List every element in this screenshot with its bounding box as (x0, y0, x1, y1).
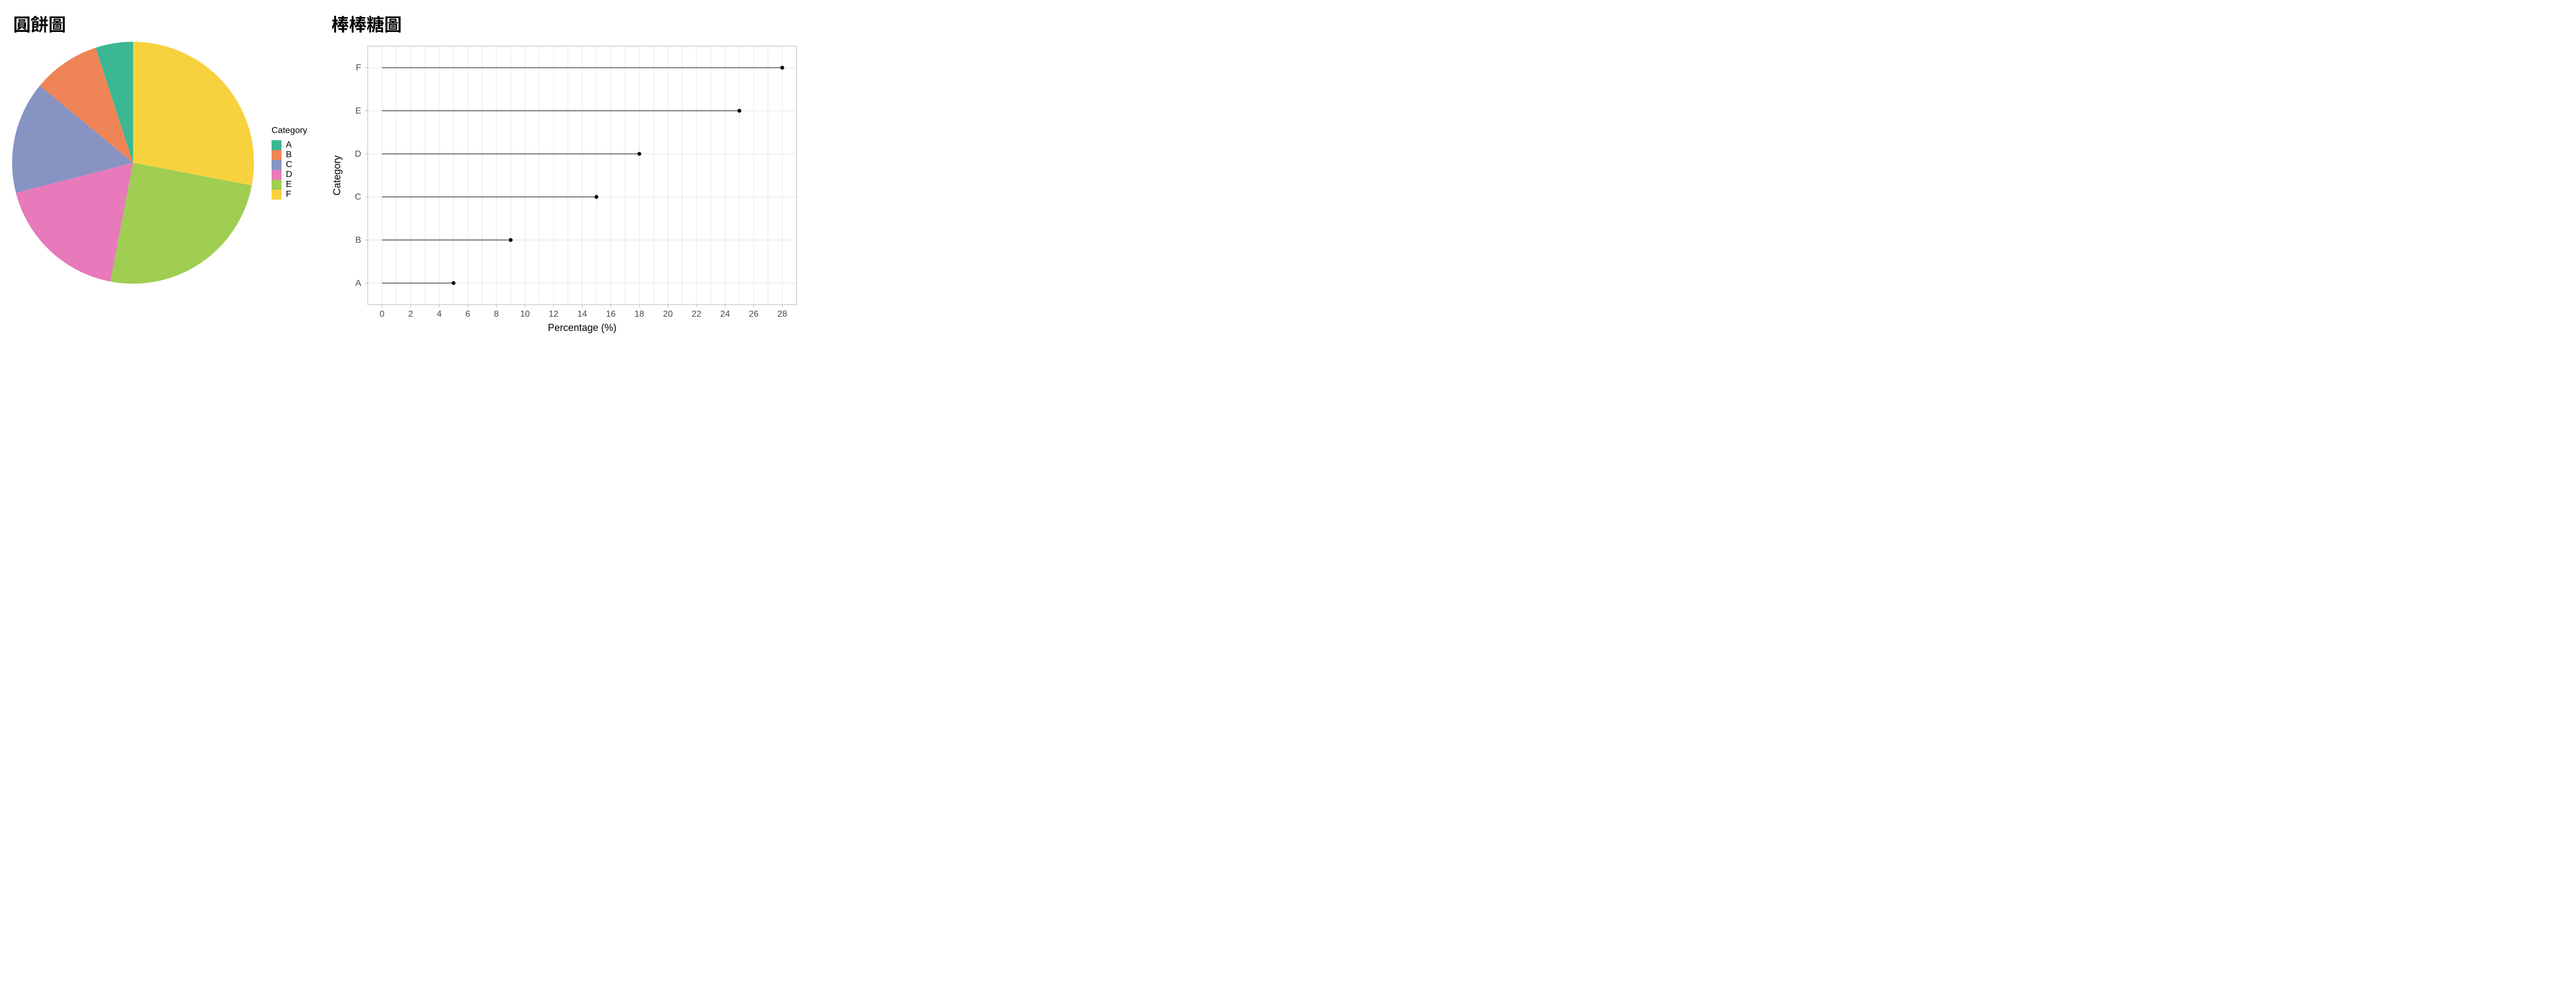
legend-swatch-C (272, 160, 281, 170)
x-tick-label: 20 (663, 310, 673, 319)
legend-label: C (286, 160, 292, 170)
legend-swatch-E (272, 180, 281, 190)
y-tick-label: F (356, 63, 361, 73)
legend-label: A (286, 140, 292, 150)
x-axis-label: Percentage (%) (548, 322, 616, 333)
lollipop-point-C (594, 195, 598, 199)
legend-swatch-B (272, 150, 281, 160)
pie-slice-F (133, 42, 254, 185)
legend-label: F (286, 190, 291, 200)
pie-chart (11, 41, 255, 285)
legend-item-E: E (272, 180, 307, 190)
x-tick-label: 10 (520, 310, 530, 319)
lollipop-chart: 0246810121416182022242628Percentage (%)A… (329, 41, 802, 338)
lollipop-point-E (737, 109, 741, 113)
lollipop-point-F (780, 66, 784, 70)
legend-item-D: D (272, 170, 307, 180)
pie-chart-title: 圓餅圖 (13, 11, 307, 36)
legend-swatch-D (272, 170, 281, 180)
x-tick-label: 24 (720, 310, 730, 319)
legend-item-A: A (272, 140, 307, 150)
legend-swatch-A (272, 140, 281, 150)
x-tick-label: 18 (634, 310, 644, 319)
legend-item-B: B (272, 150, 307, 160)
legend-item-F: F (272, 190, 307, 200)
lollipop-chart-panel: 棒棒糖圖 0246810121416182022242628Percentage… (329, 11, 802, 338)
lollipop-point-B (508, 238, 512, 242)
x-tick-label: 14 (577, 310, 587, 319)
legend-label: B (286, 150, 292, 160)
pie-chart-panel: 圓餅圖 Category ABCDEF (11, 11, 307, 285)
y-tick-label: A (355, 279, 361, 288)
y-tick-label: E (355, 107, 361, 116)
x-tick-label: 4 (436, 310, 441, 319)
x-tick-label: 0 (379, 310, 384, 319)
legend-label: E (286, 180, 292, 190)
legend-label: D (286, 170, 292, 180)
x-tick-label: 16 (606, 310, 616, 319)
x-tick-label: 8 (494, 310, 499, 319)
pie-legend-title: Category (272, 126, 307, 136)
y-tick-label: D (355, 150, 361, 159)
lollipop-point-A (451, 281, 455, 285)
legend-item-C: C (272, 160, 307, 170)
legend-swatch-F (272, 190, 281, 200)
x-tick-label: 12 (549, 310, 559, 319)
lollipop-point-D (637, 152, 641, 156)
y-tick-label: B (355, 236, 361, 245)
x-tick-label: 28 (777, 310, 787, 319)
x-tick-label: 26 (749, 310, 759, 319)
x-tick-label: 22 (692, 310, 701, 319)
x-tick-label: 6 (465, 310, 470, 319)
y-tick-label: C (355, 192, 361, 202)
lollipop-chart-title: 棒棒糖圖 (331, 11, 802, 36)
x-tick-label: 2 (408, 310, 413, 319)
y-axis-label: Category (331, 155, 342, 195)
pie-legend: Category ABCDEF (272, 126, 307, 200)
